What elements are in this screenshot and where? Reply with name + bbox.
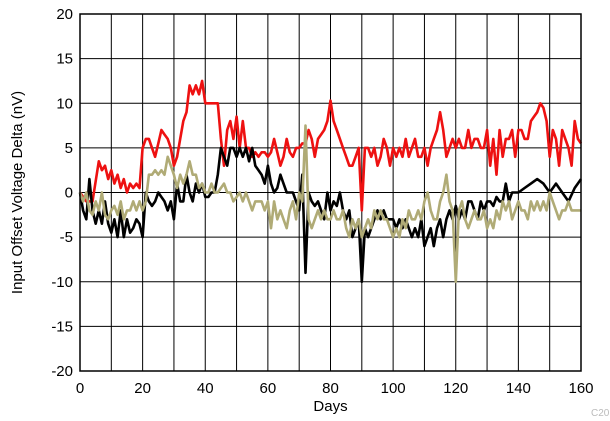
- figure-code-label: C20: [591, 408, 610, 419]
- x-tick-label: 140: [506, 380, 531, 397]
- y-tick-label: -5: [60, 229, 73, 246]
- x-tick-labels: 0 20 40 60 80 100 120 140 160: [76, 380, 594, 397]
- y-tick-label: 10: [56, 95, 73, 112]
- y-tick-label: 20: [56, 6, 73, 23]
- series-line-2: [78, 146, 583, 284]
- x-tick-label: 100: [381, 380, 406, 397]
- plot-frame: [79, 13, 582, 372]
- y-tick-label: 5: [65, 140, 73, 157]
- y-tick-labels: -20 -15 -10 -5 0 5 10 15 20: [51, 6, 73, 380]
- x-tick-label: 0: [76, 380, 84, 397]
- series-line-3: [78, 124, 581, 284]
- x-axis-title: Days: [313, 398, 347, 415]
- y-tick-label: 0: [65, 185, 73, 202]
- x-tick-label: 40: [197, 380, 214, 397]
- data-series-group: [78, 79, 583, 284]
- x-tick-label: 120: [443, 380, 468, 397]
- y-tick-label: -10: [51, 274, 73, 291]
- y-tick-label: -15: [51, 318, 73, 335]
- grid-lines: [80, 14, 581, 371]
- x-tick-label: 20: [134, 380, 151, 397]
- x-tick-label: 160: [568, 380, 593, 397]
- series-line-1: [78, 79, 583, 212]
- x-tick-label: 80: [322, 380, 339, 397]
- y-tick-label: -20: [51, 363, 73, 380]
- y-axis-title: Input Offset Voltage Delta (nV): [9, 91, 26, 294]
- y-tick-label: 15: [56, 51, 73, 68]
- x-tick-label: 60: [260, 380, 277, 397]
